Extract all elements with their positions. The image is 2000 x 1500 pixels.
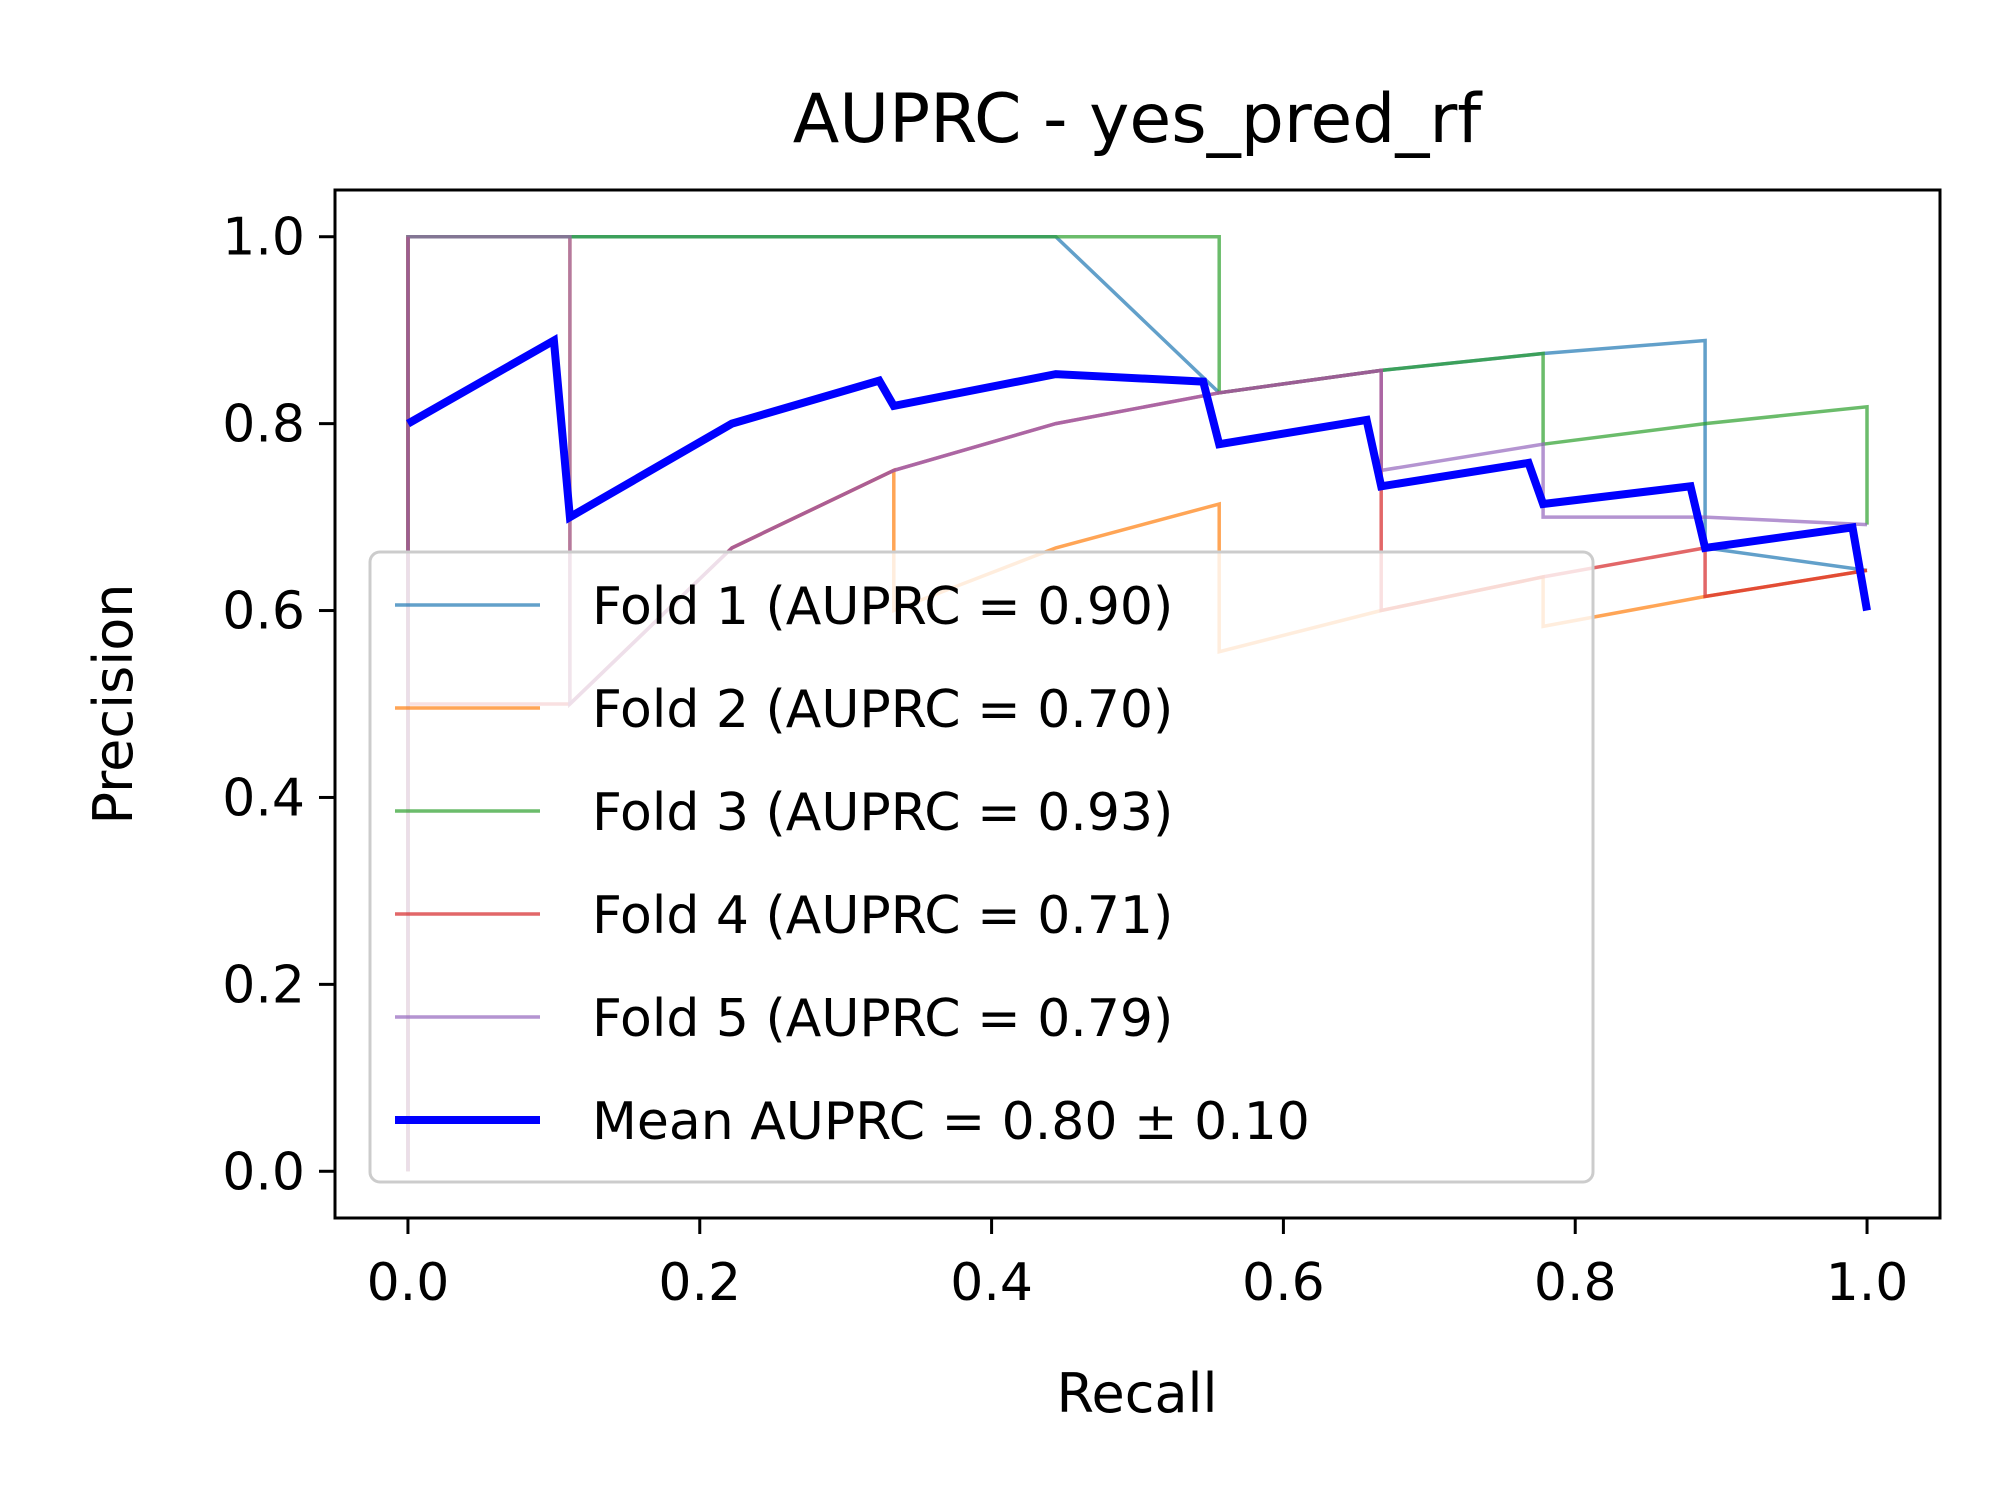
chart-title: AUPRC - yes_pred_rf	[793, 80, 1483, 159]
legend-label-fold-3: Fold 3 (AUPRC = 0.93)	[592, 783, 1173, 843]
legend-label-mean: Mean AUPRC = 0.80 ± 0.10	[592, 1092, 1310, 1152]
y-tick-label: 0.2	[222, 955, 305, 1015]
y-tick-label: 1.0	[222, 208, 305, 268]
y-axis-ticks: 0.0 0.2 0.4 0.6 0.8 1.0	[222, 208, 335, 1202]
y-tick-label: 0.6	[222, 582, 305, 642]
legend-label-fold-4: Fold 4 (AUPRC = 0.71)	[592, 886, 1173, 946]
legend-box	[368, 550, 1595, 1184]
legend-entries: Fold 1 (AUPRC = 0.90) Fold 2 (AUPRC = 0.7…	[395, 577, 1310, 1152]
fold-3-series-line	[406, 234, 1869, 1172]
x-tick-label: 0.8	[1534, 1253, 1617, 1313]
legend-label-fold-5: Fold 5 (AUPRC = 0.79)	[592, 989, 1173, 1049]
y-axis-label: Precision	[82, 584, 145, 825]
x-tick-label: 0.0	[367, 1253, 450, 1313]
x-axis-ticks: 0.0 0.2 0.4 0.6 0.8 1.0	[367, 1218, 1909, 1313]
axes-frame	[333, 188, 1942, 1220]
legend-label-fold-2: Fold 2 (AUPRC = 0.70)	[592, 680, 1173, 740]
x-tick-label: 0.4	[950, 1253, 1033, 1313]
y-tick-label: 0.8	[222, 395, 305, 455]
x-tick-label: 0.6	[1242, 1253, 1325, 1313]
y-tick-label: 0.0	[222, 1142, 305, 1202]
x-axis-label: Recall	[1056, 1362, 1217, 1425]
legend: Fold 1 (AUPRC = 0.90) Fold 2 (AUPRC = 0.7…	[368, 550, 1595, 1184]
y-tick-label: 0.4	[222, 768, 305, 828]
legend-label-fold-1: Fold 1 (AUPRC = 0.90)	[592, 577, 1173, 637]
x-tick-label: 1.0	[1826, 1253, 1909, 1313]
x-tick-label: 0.2	[658, 1253, 741, 1313]
mean-series-line	[406, 333, 1871, 612]
